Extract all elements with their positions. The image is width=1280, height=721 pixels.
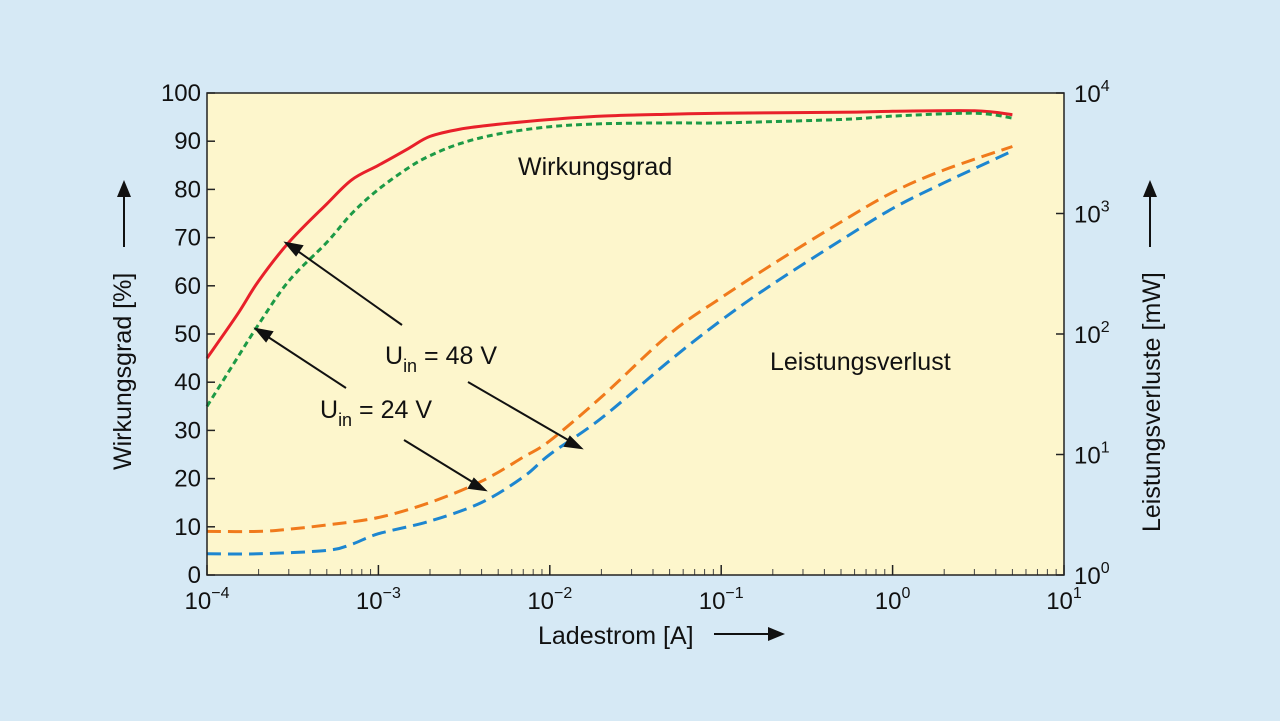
y-left-tick-label: 100 bbox=[161, 80, 201, 107]
x-tick-label: 10−1 bbox=[699, 585, 744, 615]
arrowhead-24v-loss bbox=[467, 477, 488, 492]
series-line-loss24 bbox=[206, 149, 1014, 556]
x-axis-label: Ladestrom [A] bbox=[538, 622, 694, 650]
x-tick-label-exp: −1 bbox=[725, 585, 743, 602]
y-left-tick-label: 90 bbox=[174, 128, 201, 155]
y-right-axis-label: Leistungsverluste [mW] bbox=[1138, 272, 1166, 532]
x-tick-label-base: 10 bbox=[356, 588, 383, 615]
arrow-24v-loss bbox=[403, 439, 480, 487]
y-left-tick-label: 60 bbox=[174, 273, 201, 300]
x-tick-label: 100 bbox=[875, 585, 911, 615]
y-right-tick-label-exp: 1 bbox=[1101, 440, 1110, 457]
plot-area bbox=[207, 93, 1064, 575]
x-tick-label-base: 10 bbox=[527, 588, 554, 615]
y-left-arrow bbox=[117, 180, 131, 247]
x-tick-label-base: 10 bbox=[699, 588, 726, 615]
x-tick-label-exp: −4 bbox=[211, 585, 229, 602]
x-tick-label: 10−3 bbox=[356, 585, 401, 615]
y-right-tick-label-base: 10 bbox=[1074, 322, 1101, 349]
series-line-loss48 bbox=[206, 145, 1013, 534]
y-right-tick-label-base: 10 bbox=[1074, 81, 1101, 108]
y-left-tick-label: 80 bbox=[174, 176, 201, 203]
y-left-tick-label: 70 bbox=[174, 225, 201, 252]
y-right-tick-label-base: 10 bbox=[1074, 443, 1101, 470]
y-left-tick-label: 20 bbox=[174, 466, 201, 493]
annotation-uin-24v: Uin = 24 V bbox=[320, 396, 432, 430]
y-right-arrow bbox=[1143, 180, 1157, 247]
x-arrow bbox=[714, 627, 785, 641]
x-tick-label: 101 bbox=[1046, 585, 1082, 615]
y-right-tick-label: 102 bbox=[1074, 319, 1110, 349]
plot-frame bbox=[206, 92, 1065, 576]
y-left-tick-label: 50 bbox=[174, 321, 201, 348]
series-line-eff24 bbox=[205, 111, 1013, 408]
y-right-tick-label-base: 10 bbox=[1074, 202, 1101, 229]
annotation-leistungsverlust: Leistungsverlust bbox=[770, 348, 951, 376]
y-left-tick-label: 30 bbox=[174, 417, 201, 444]
y-left-tick-label: 40 bbox=[174, 369, 201, 396]
x-tick-label-base: 10 bbox=[185, 588, 212, 615]
annotation-uin-48v: Uin = 48 V bbox=[385, 342, 497, 376]
series-group bbox=[205, 109, 1014, 556]
y-right-tick-label: 103 bbox=[1074, 199, 1110, 229]
x-tick-label-exp: 0 bbox=[901, 585, 910, 602]
y-right-tick-label-exp: 0 bbox=[1101, 560, 1110, 577]
arrowhead-48v-loss bbox=[563, 435, 584, 450]
y-left-axis-label: Wirkungsgrad [%] bbox=[109, 273, 137, 470]
y-left-axis-ticks: 0 10 20 30 40 50 60 70 80 90 100 bbox=[161, 80, 215, 589]
y-right-tick-label: 104 bbox=[1074, 78, 1110, 108]
y-right-tick-label-exp: 2 bbox=[1101, 319, 1110, 336]
x-tick-label-exp: −3 bbox=[383, 585, 401, 602]
uin24-sub: in bbox=[338, 410, 352, 430]
uin24-rest: = 24 V bbox=[352, 396, 432, 424]
y-left-tick-label: 0 bbox=[188, 562, 201, 589]
annotation-wirkungsgrad: Wirkungsgrad bbox=[518, 153, 672, 181]
uin48-rest: = 48 V bbox=[417, 342, 497, 370]
x-tick-label: 10−2 bbox=[527, 585, 572, 615]
y-left-tick-label: 10 bbox=[174, 514, 201, 541]
x-axis-ticks: 10−4 10−3 10−2 10−1 100 101 bbox=[185, 565, 1082, 615]
y-right-tick-label: 100 bbox=[1074, 560, 1110, 590]
uin48-u: U bbox=[385, 342, 403, 370]
y-right-tick-label: 101 bbox=[1074, 440, 1110, 470]
pointer-arrows bbox=[253, 241, 584, 492]
uin24-u: U bbox=[320, 396, 338, 424]
x-tick-label-exp: 1 bbox=[1073, 585, 1082, 602]
uin48-sub: in bbox=[403, 356, 417, 376]
y-right-tick-label-exp: 3 bbox=[1101, 199, 1110, 216]
y-right-tick-label-exp: 4 bbox=[1101, 78, 1110, 95]
arrowhead-24v-efficiency bbox=[253, 327, 274, 343]
x-tick-label: 10−4 bbox=[185, 585, 230, 615]
arrow-48v-efficiency bbox=[291, 246, 403, 326]
arrow-24v-efficiency bbox=[261, 332, 347, 389]
y-right-tick-label-base: 10 bbox=[1074, 563, 1101, 590]
x-tick-label-base: 10 bbox=[875, 588, 902, 615]
arrowhead-48v-efficiency bbox=[283, 241, 304, 257]
series-line-eff48 bbox=[205, 109, 1013, 359]
x-tick-label-exp: −2 bbox=[554, 585, 572, 602]
arrow-48v-loss bbox=[467, 381, 576, 445]
x-tick-label-base: 10 bbox=[1046, 588, 1073, 615]
